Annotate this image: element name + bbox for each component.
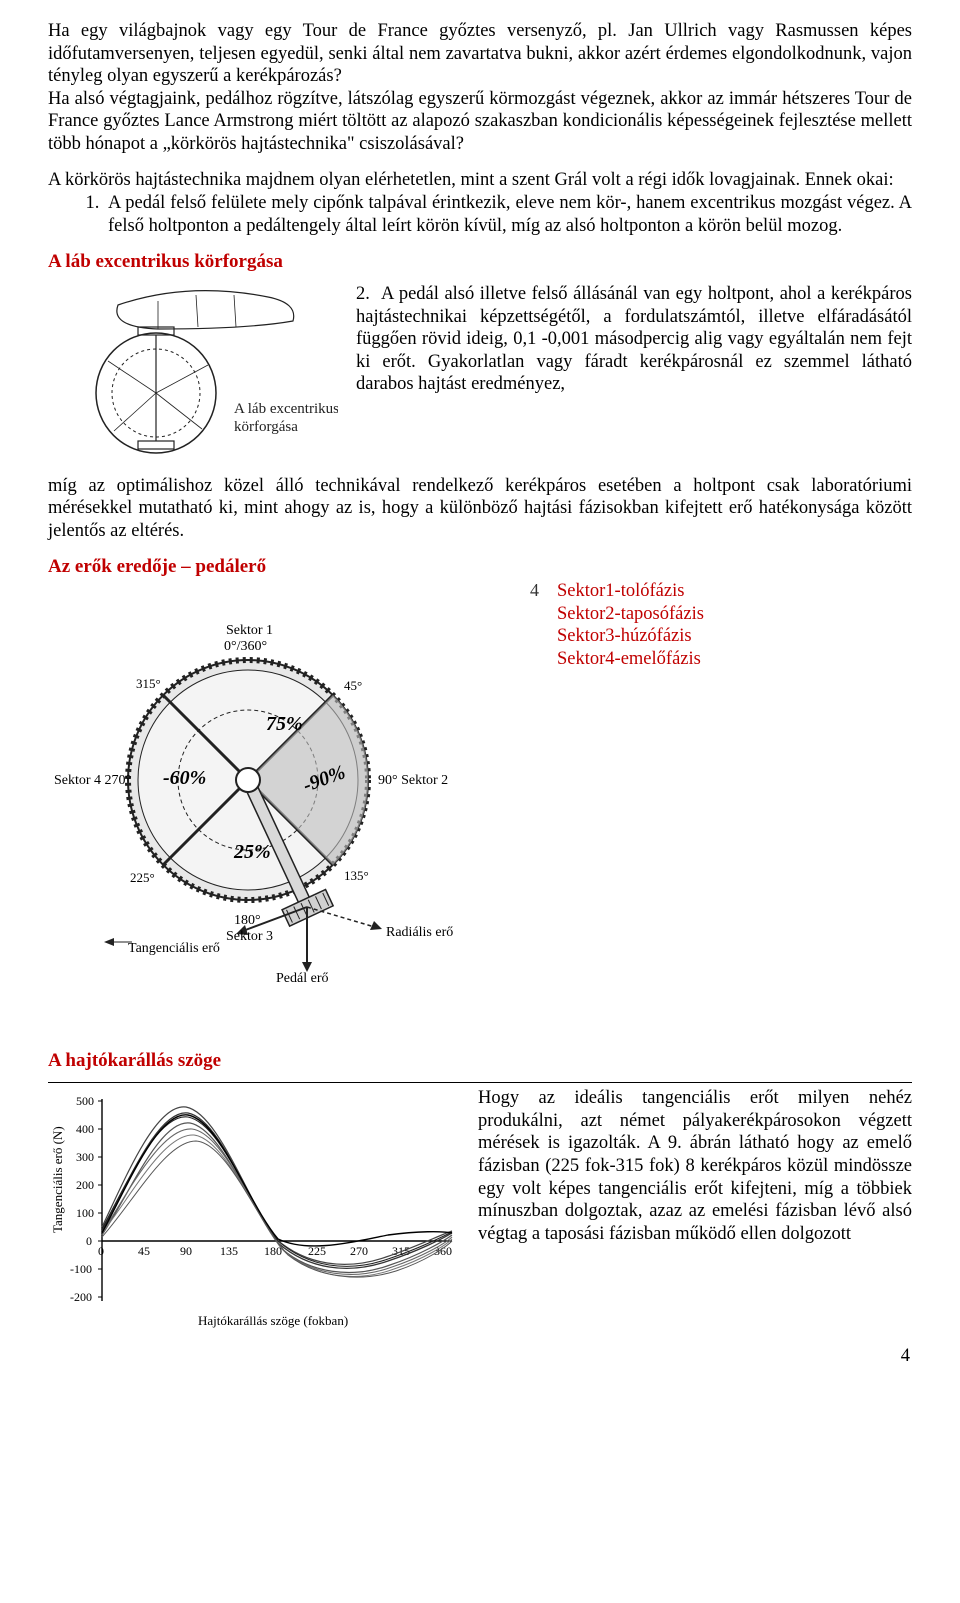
svg-text:0: 0 bbox=[98, 1244, 104, 1258]
para5: Hogy az ideális tangenciális erőt milyen… bbox=[468, 1083, 912, 1245]
svg-text:Sektor 1: Sektor 1 bbox=[226, 623, 273, 638]
svg-text:-200: -200 bbox=[70, 1290, 92, 1304]
svg-text:315°: 315° bbox=[136, 676, 161, 691]
svg-text:Pedál erő: Pedál erő bbox=[276, 971, 328, 985]
svg-text:300: 300 bbox=[76, 1150, 94, 1164]
sektor1-label: Sektor1-tolófázis bbox=[557, 580, 704, 603]
crank-block: Tangenciális erő (N) 500 400 300 200 100… bbox=[48, 1082, 912, 1338]
reasons-list: A pedál felső felülete mely cipőnk talpá… bbox=[48, 192, 912, 237]
svg-text:270: 270 bbox=[350, 1244, 368, 1258]
eccentric-block: A láb excentrikus körforgása 2. A pedál … bbox=[48, 283, 912, 542]
paragraph-2: Ha alsó végtagjaink, pedálhoz rögzítve, … bbox=[48, 88, 912, 156]
forces-block: 75% -90% -60% 25% Sektor 1 0°/360° 90° S… bbox=[48, 580, 912, 990]
svg-text:45: 45 bbox=[138, 1244, 150, 1258]
svg-text:75%: 75% bbox=[266, 713, 303, 735]
eccentric-svg: A láb excentrikus körforgása bbox=[48, 283, 338, 468]
figure-forces: 75% -90% -60% 25% Sektor 1 0°/360° 90° S… bbox=[48, 580, 478, 990]
svg-text:180°: 180° bbox=[234, 913, 261, 928]
svg-text:135°: 135° bbox=[344, 868, 369, 883]
figure-crank-chart: Tangenciális erő (N) 500 400 300 200 100… bbox=[48, 1083, 468, 1338]
list-item-1: A pedál felső felülete mely cipőnk talpá… bbox=[104, 192, 912, 237]
forces-svg: 75% -90% -60% 25% Sektor 1 0°/360° 90° S… bbox=[48, 580, 476, 985]
sektor-column: 4 Sektor1-tolófázis Sektor2-taposófázis … bbox=[478, 580, 912, 670]
para4-lead: 2. A pedál alsó illetve felső állásánál … bbox=[348, 283, 912, 396]
sektor2-label: Sektor2-taposófázis bbox=[557, 603, 704, 626]
svg-text:45°: 45° bbox=[344, 678, 362, 693]
para4-tail: míg az optimálishoz közel álló technikáv… bbox=[48, 475, 912, 543]
figure-eccentric: A láb excentrikus körforgása bbox=[48, 283, 348, 475]
svg-text:135: 135 bbox=[220, 1244, 238, 1258]
fig1-caption-line1: A láb excentrikus bbox=[234, 401, 338, 417]
svg-text:-60%: -60% bbox=[163, 767, 206, 789]
svg-text:Sektor 3: Sektor 3 bbox=[226, 929, 273, 944]
svg-text:Tangenciális erő: Tangenciális erő bbox=[128, 941, 220, 956]
svg-text:Tangenciális erő (N): Tangenciális erő (N) bbox=[50, 1127, 65, 1234]
svg-text:Sektor 4 270°: Sektor 4 270° bbox=[54, 773, 131, 788]
crank-chart-svg: Tangenciális erő (N) 500 400 300 200 100… bbox=[48, 1083, 466, 1333]
paragraph-1: Ha egy világbajnok vagy egy Tour de Fran… bbox=[48, 20, 912, 88]
svg-text:-100: -100 bbox=[70, 1262, 92, 1276]
svg-text:400: 400 bbox=[76, 1122, 94, 1136]
marker-4: 4 bbox=[530, 580, 539, 601]
svg-text:100: 100 bbox=[76, 1206, 94, 1220]
heading-eccentric: A láb excentrikus körforgása bbox=[48, 251, 912, 273]
paragraph-3: A körkörös hajtástechnika majdnem olyan … bbox=[48, 169, 912, 192]
sektor3-label: Sektor3-húzófázis bbox=[557, 625, 704, 648]
page-number: 4 bbox=[48, 1346, 912, 1367]
heading-forces: Az erők eredője – pedálerő bbox=[48, 556, 912, 578]
page-container: Ha egy világbajnok vagy egy Tour de Fran… bbox=[0, 0, 960, 1397]
svg-text:Hajtókarállás szöge (fokban): Hajtókarállás szöge (fokban) bbox=[198, 1313, 348, 1328]
svg-text:200: 200 bbox=[76, 1178, 94, 1192]
fig1-caption-line2: körforgása bbox=[234, 419, 298, 435]
svg-text:225°: 225° bbox=[130, 870, 155, 885]
svg-text:500: 500 bbox=[76, 1094, 94, 1108]
svg-text:0°/360°: 0°/360° bbox=[224, 639, 267, 654]
svg-text:90° Sektor 2: 90° Sektor 2 bbox=[378, 773, 448, 788]
svg-text:0: 0 bbox=[86, 1234, 92, 1248]
svg-text:90: 90 bbox=[180, 1244, 192, 1258]
heading-crankangle: A hajtókarállás szöge bbox=[48, 1050, 912, 1072]
svg-text:25%: 25% bbox=[233, 841, 271, 863]
svg-text:Radiális erő: Radiális erő bbox=[386, 925, 453, 940]
sektor4-label: Sektor4-emelőfázis bbox=[557, 648, 704, 671]
